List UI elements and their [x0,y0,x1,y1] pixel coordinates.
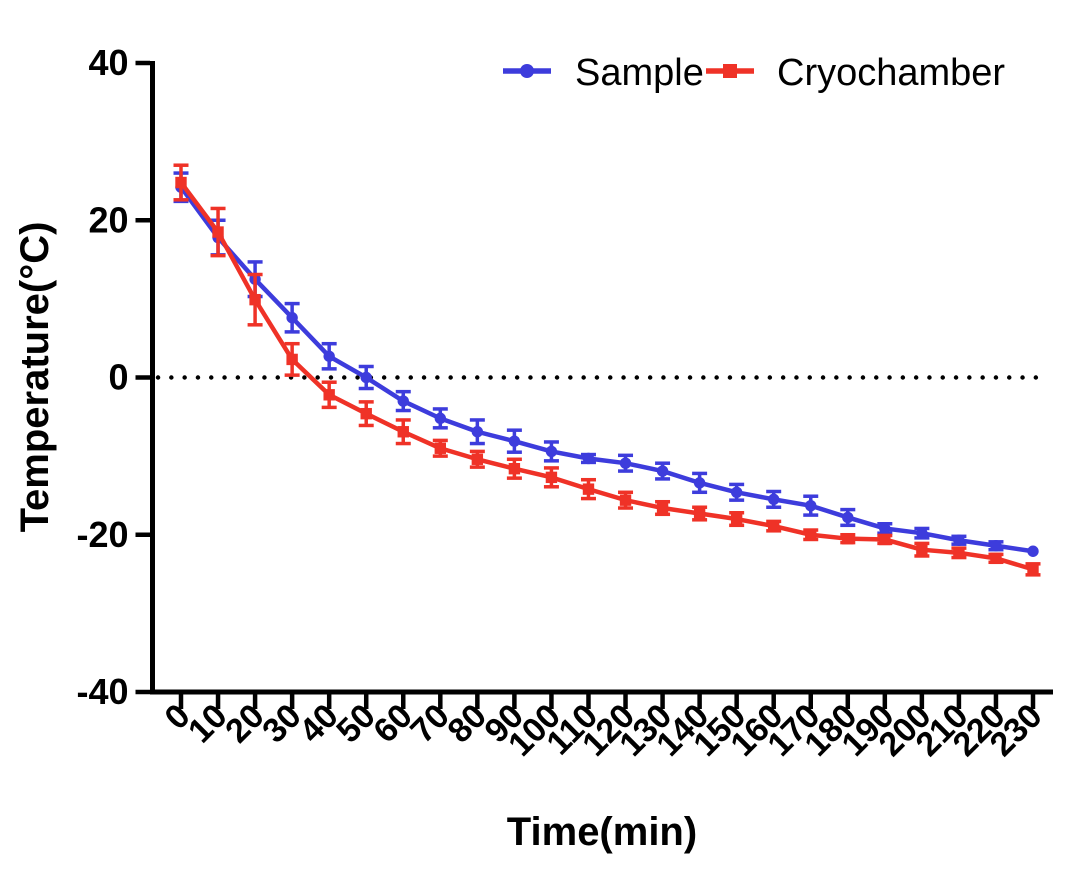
data-point-marker [879,522,891,535]
y-tick-label: -20 [76,514,128,555]
y-tick-label: 20 [88,199,128,240]
data-point-marker [360,407,372,420]
x-axis-ticks: 0102030405060708090100110120130140150160… [157,694,1050,764]
data-point-marker [805,499,817,512]
legend: Sample Cryochamber [503,52,1005,94]
data-point-marker [730,486,743,498]
data-point-marker [916,527,928,539]
data-point-marker [471,453,484,465]
data-point-marker [434,412,447,425]
legend-label: Sample [575,52,704,94]
series-sample [173,171,1039,557]
data-point-marker [1027,563,1039,576]
y-tick-label: 40 [88,42,128,83]
x-axis-title: Time(min) [507,810,697,854]
legend-item-sample: Sample [503,52,704,94]
data-point-marker [323,350,335,362]
data-point-marker [990,540,1002,552]
data-point-marker [879,533,891,546]
data-point-marker [730,513,743,525]
data-point-marker [953,534,965,546]
data-point-marker [508,435,521,447]
data-point-marker [656,465,669,477]
data-point-marker [286,312,298,324]
data-point-marker [916,543,928,556]
data-point-marker [323,389,335,401]
data-point-marker [471,426,484,438]
legend-circle-marker-icon [520,64,534,78]
series-line [179,185,1034,554]
data-point-marker [434,442,447,454]
data-point-marker [842,511,854,524]
axes [150,61,1053,695]
data-point-marker [360,371,372,384]
data-point-marker [990,552,1002,565]
data-point-marker [175,176,187,189]
y-axis-ticks: 40 20 0 -20 -40 [76,42,150,712]
y-axis-title: Temperature(°C) [13,222,57,533]
y-tick-label: -40 [76,671,128,712]
y-tick-label: 0 [108,357,128,398]
data-point-marker [249,293,261,306]
data-point-marker [842,532,854,545]
series-cryochamber [173,163,1041,577]
series-line [179,181,1034,572]
data-point-marker [582,483,595,495]
data-point-marker [805,529,817,541]
data-point-marker [693,507,706,520]
legend-label: Cryochamber [777,52,1005,94]
data-point-marker [656,502,669,514]
legend-item-cryochamber: Cryochamber [706,52,1005,94]
data-point-marker [582,452,595,465]
data-point-marker [767,520,780,532]
data-point-marker [619,494,632,506]
data-point-marker [693,477,706,489]
data-point-marker [545,445,558,458]
data-point-marker [397,426,409,438]
data-point-marker [212,226,224,238]
data-point-marker [1027,545,1039,557]
data-point-marker [545,471,558,484]
data-point-marker [286,353,298,366]
legend-square-marker-icon [723,64,737,78]
data-point-marker [508,463,521,475]
data-point-marker [953,547,965,559]
data-point-marker [397,395,409,407]
data-point-marker [767,493,780,506]
data-point-marker [619,457,632,469]
